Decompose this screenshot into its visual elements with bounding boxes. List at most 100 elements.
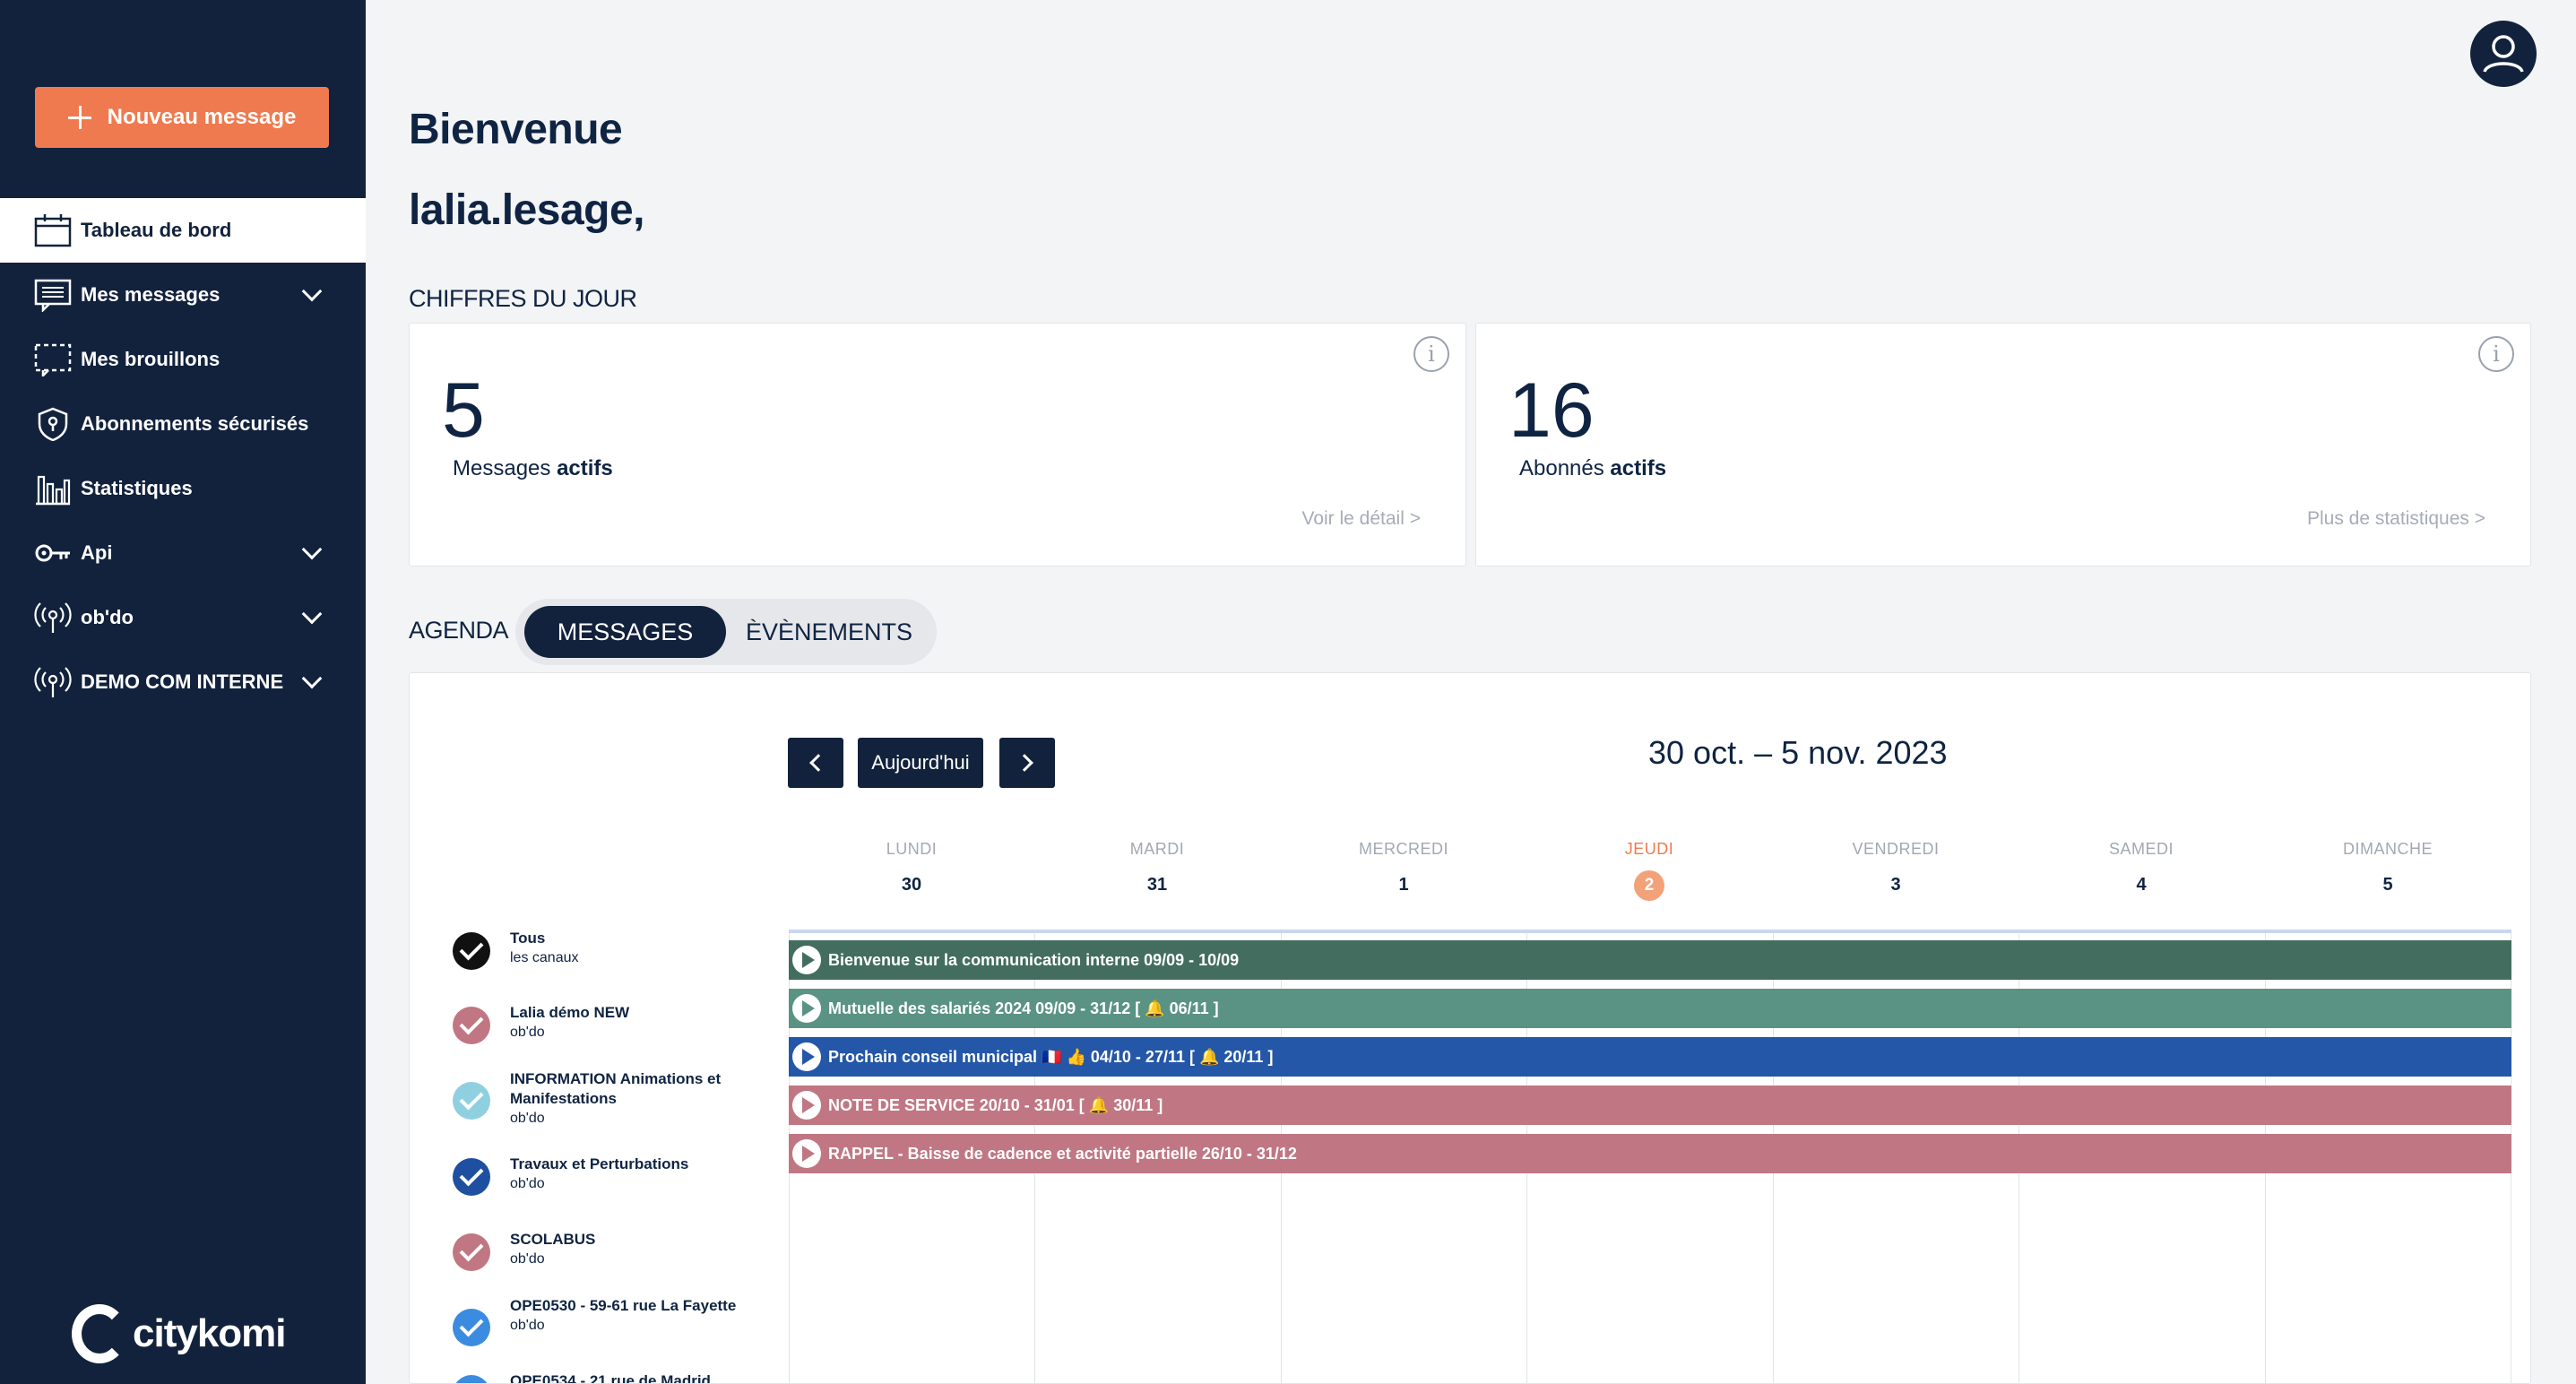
- user-avatar-button[interactable]: [2470, 21, 2537, 87]
- channel-filter: OPE0530 - 59-61 rue La Fayette ob'do: [453, 1296, 748, 1346]
- user-icon: [2483, 35, 2524, 73]
- channel-name: Tous: [510, 930, 546, 947]
- day-number: 4: [2136, 875, 2147, 895]
- sidebar-item-secure-subscriptions[interactable]: Abonnements sécurisés: [0, 392, 366, 456]
- active-subscribers-label: Abonnés actifs: [1519, 456, 1666, 481]
- chevron-down-icon[interactable]: [301, 281, 323, 302]
- checkbox-checked-icon[interactable]: [453, 1309, 490, 1346]
- more-statistics-link[interactable]: Plus de statistiques >: [2306, 508, 2485, 529]
- welcome-line-1: Bienvenue: [409, 106, 623, 153]
- day-number: 1: [1398, 875, 1409, 895]
- sidebar-nav: Tableau de bord Mes messages Mes brouill…: [0, 198, 366, 714]
- logo-text: citykomi: [133, 1311, 287, 1355]
- play-icon: [792, 1042, 821, 1071]
- previous-week-button[interactable]: [788, 738, 843, 788]
- draft-icon: [34, 342, 73, 377]
- sidebar-item-statistics[interactable]: Statistiques: [0, 456, 366, 521]
- active-messages-count: 5: [442, 368, 485, 454]
- channel-name: OPE0530 - 59-61 rue La Fayette: [510, 1297, 737, 1314]
- channel-filter: Travaux et Perturbations ob'do: [453, 1155, 748, 1196]
- channel-text: INFORMATION Animations et Manifestations…: [510, 1069, 748, 1129]
- play-icon: [792, 994, 821, 1023]
- sidebar-item-dashboard[interactable]: Tableau de bord: [0, 198, 366, 263]
- day-name: LUNDI: [886, 840, 938, 858]
- active-messages-card: i 5 Messages actifs Voir le détail >: [409, 323, 1466, 567]
- sidebar-item-label: DEMO COM INTERNE: [81, 670, 284, 693]
- bar-chart-icon: [34, 471, 73, 506]
- chevron-down-icon[interactable]: [301, 539, 323, 560]
- day-header: DIMANCHE 5: [2265, 840, 2511, 895]
- channel-name: INFORMATION Animations et Manifestations: [510, 1070, 722, 1107]
- view-detail-link[interactable]: Voir le détail >: [1301, 508, 1421, 529]
- agenda-tabs: MESSAGES ÈVÈNEMENTS: [515, 599, 937, 665]
- day-number: 30: [901, 875, 922, 895]
- checkbox-checked-icon[interactable]: [453, 1158, 490, 1196]
- chevron-right-icon: [1016, 754, 1033, 772]
- event-bar[interactable]: RAPPEL - Baisse de cadence et activité p…: [789, 1134, 2511, 1173]
- sidebar-item-label: ob'do: [81, 606, 134, 628]
- sidebar-item-obdo[interactable]: ob'do: [0, 585, 366, 650]
- event-label: Bienvenue sur la communication interne 0…: [828, 950, 1240, 969]
- day-number: 2: [1526, 870, 1772, 901]
- today-badge: 2: [1634, 870, 1664, 901]
- broadcast-icon: [34, 664, 73, 700]
- tab-messages[interactable]: MESSAGES: [524, 606, 726, 658]
- checkbox-checked-icon[interactable]: [453, 932, 490, 970]
- event-label: RAPPEL - Baisse de cadence et activité p…: [828, 1144, 1297, 1163]
- shield-lock-icon: [34, 406, 73, 442]
- new-message-label: Nouveau message: [107, 105, 297, 129]
- broadcast-icon: [34, 600, 73, 636]
- new-message-button[interactable]: Nouveau message: [35, 87, 329, 148]
- welcome-username: lalia.lesage,: [409, 186, 645, 234]
- welcome-heading: Bienvenue lalia.lesage,: [409, 90, 645, 251]
- citykomi-logo: citykomi: [72, 1304, 287, 1363]
- checkbox-checked-icon[interactable]: [453, 1233, 490, 1271]
- channel-text: Lalia démo NEW ob'do: [510, 1003, 629, 1042]
- tab-events[interactable]: ÈVÈNEMENTS: [745, 618, 913, 645]
- event-bar[interactable]: Bienvenue sur la communication interne 0…: [789, 940, 2511, 980]
- plus-icon: [67, 106, 91, 129]
- channel-source: ob'do: [510, 1025, 545, 1040]
- event-bar[interactable]: NOTE DE SERVICE 20/10 - 31/01 [ 🔔 30/11 …: [789, 1086, 2511, 1125]
- day-name: JEUDI: [1624, 840, 1674, 858]
- day-number: 31: [1146, 875, 1168, 895]
- sidebar-item-demo-com-interne[interactable]: DEMO COM INTERNE: [0, 650, 366, 714]
- sidebar-item-messages[interactable]: Mes messages: [0, 263, 366, 327]
- day-name: DIMANCHE: [2342, 840, 2433, 858]
- day-header: VENDREDI 3: [1773, 840, 2018, 895]
- channel-source: ob'do: [510, 1318, 545, 1333]
- checkbox-checked-icon[interactable]: [453, 1007, 490, 1044]
- sidebar: Nouveau message Tableau de bord Mes mess…: [0, 0, 366, 1384]
- channel-source: ob'do: [510, 1111, 545, 1126]
- info-icon[interactable]: i: [1413, 336, 1449, 372]
- event-bar[interactable]: Prochain conseil municipal 🇫🇷 👍 04/10 - …: [789, 1037, 2511, 1077]
- channel-filter: INFORMATION Animations et Manifestations…: [453, 1069, 748, 1129]
- today-button[interactable]: Aujourd'hui: [858, 738, 983, 788]
- event-label: NOTE DE SERVICE 20/10 - 31/01 [ 🔔 30/11 …: [828, 1095, 1163, 1114]
- info-icon[interactable]: i: [2478, 336, 2514, 372]
- stat-label-bold: actifs: [1610, 456, 1667, 480]
- sidebar-item-drafts[interactable]: Mes brouillons: [0, 327, 366, 392]
- key-icon: [34, 535, 73, 571]
- checkbox-checked-icon[interactable]: [453, 1375, 490, 1383]
- sidebar-item-label: Mes messages: [81, 283, 220, 306]
- channel-name: Travaux et Perturbations: [510, 1155, 689, 1172]
- sidebar-item-label: Mes brouillons: [81, 348, 220, 370]
- day-number: 5: [2382, 875, 2393, 895]
- date-range: 30 oct. – 5 nov. 2023: [1648, 734, 1948, 771]
- chevron-down-icon[interactable]: [301, 668, 323, 689]
- checkbox-checked-icon[interactable]: [453, 1082, 490, 1120]
- channel-name: Lalia démo NEW: [510, 1004, 630, 1021]
- sidebar-item-api[interactable]: Api: [0, 521, 366, 585]
- next-week-button[interactable]: [999, 738, 1055, 788]
- day-header-today: JEUDI 2: [1526, 840, 1772, 901]
- event-label: Prochain conseil municipal 🇫🇷 👍 04/10 - …: [828, 1047, 1274, 1066]
- sidebar-item-label: Abonnements sécurisés: [81, 412, 309, 435]
- chevron-down-icon[interactable]: [301, 603, 323, 625]
- stat-label-text: Abonnés: [1519, 456, 1604, 480]
- day-name: MARDI: [1129, 840, 1185, 858]
- play-icon: [792, 1091, 821, 1120]
- agenda-calendar: Aujourd'hui 30 oct. – 5 nov. 2023 LUNDI …: [409, 672, 2531, 1384]
- event-bar[interactable]: Mutuelle des salariés 2024 09/09 - 31/12…: [789, 989, 2511, 1028]
